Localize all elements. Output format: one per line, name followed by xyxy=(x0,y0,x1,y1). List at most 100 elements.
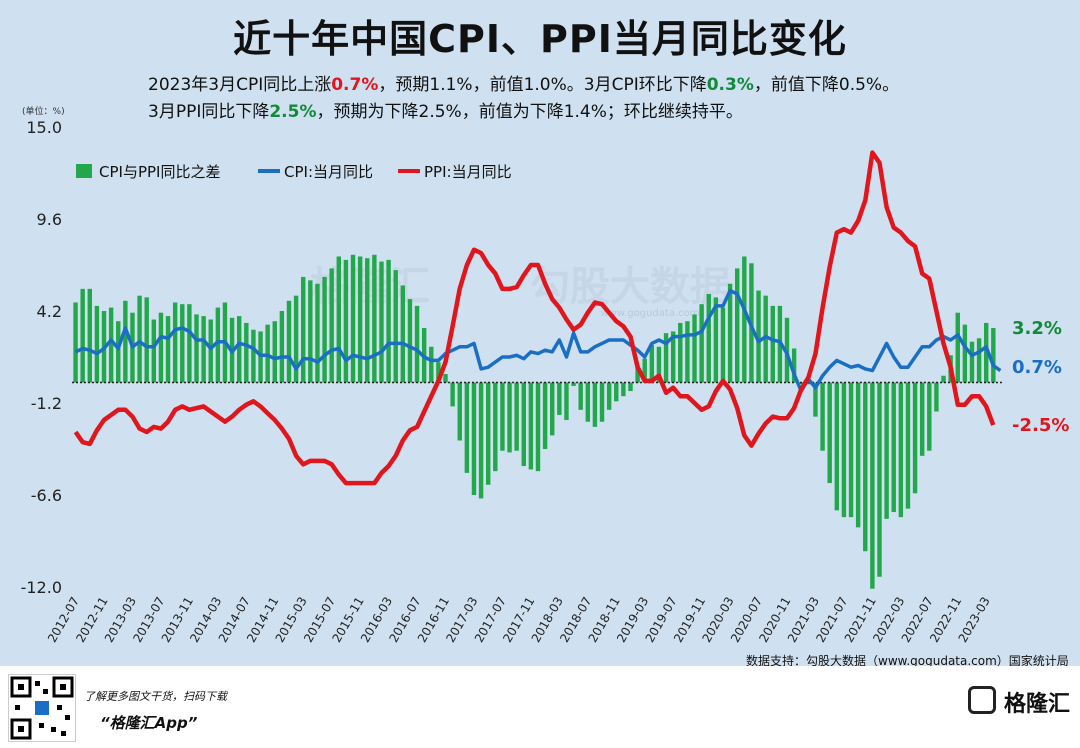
diff-bar xyxy=(870,382,875,589)
diff-bar xyxy=(991,328,996,383)
subtitle-cpi-text-c: ，预期1.1%，前值1.0%。3月CPI环比下降 xyxy=(378,75,707,95)
legend-bar-swatch xyxy=(76,164,92,178)
cpi-line xyxy=(74,288,1002,393)
diff-bar xyxy=(379,261,384,383)
diff-bar xyxy=(848,382,854,518)
diff-bar xyxy=(599,382,605,422)
diff-bar xyxy=(471,382,477,495)
diff-bar xyxy=(606,382,612,410)
diff-bar xyxy=(955,312,960,383)
diff-bar xyxy=(535,382,541,472)
diff-bar xyxy=(507,382,512,453)
y-unit-label: (单位：%) xyxy=(22,105,65,117)
diff-bar xyxy=(763,295,768,383)
diff-bar xyxy=(514,382,519,451)
subtitle-cpi-mom-value: 0.3% xyxy=(706,75,754,95)
diff-bar xyxy=(293,295,299,383)
diff-bar xyxy=(542,382,548,449)
watermark-gogu: 勾股大数据 xyxy=(530,264,730,310)
brand-logo-icon xyxy=(968,686,996,714)
diff-bar xyxy=(308,280,313,383)
diff-bar xyxy=(841,382,847,518)
subtitle-cpi-text-a: 2023年3月CPI同比上涨 xyxy=(148,75,332,95)
diff-bar xyxy=(578,382,583,410)
diff-bar xyxy=(898,382,904,518)
diff-bar xyxy=(400,285,406,383)
diff-bar xyxy=(713,297,719,383)
diff-bar xyxy=(621,382,626,397)
diff-bar xyxy=(493,382,498,472)
legend-ppi-label: PPI:当月同比 xyxy=(424,163,512,181)
diff-bar xyxy=(784,317,790,383)
diff-bar xyxy=(834,382,840,511)
diff-bar xyxy=(521,382,526,467)
diff-bar xyxy=(756,290,761,383)
diff-bar xyxy=(663,333,669,383)
diff-bar xyxy=(727,283,733,383)
diff-bar xyxy=(158,312,164,383)
diff-bar xyxy=(343,259,349,383)
diff-bar xyxy=(919,382,925,456)
chart-title: 近十年中国CPI、PPI当月同比变化 xyxy=(233,17,847,61)
diff-bar xyxy=(884,382,889,519)
diff-bar xyxy=(806,382,811,385)
diff-bar xyxy=(244,322,249,383)
diff-bar xyxy=(208,319,213,383)
diff-bar xyxy=(670,331,676,383)
y-tick-label: 15.0 xyxy=(26,118,62,137)
data-source-note: 数据支持：勾股大数据（www.gogudata.com）国家统计局 xyxy=(746,654,1069,668)
diff-bar xyxy=(151,319,157,383)
diff-bar xyxy=(628,382,633,392)
diff-bar xyxy=(685,321,690,383)
diff-bar xyxy=(350,254,356,383)
diff-bar xyxy=(656,346,662,383)
diff-bar xyxy=(820,382,825,451)
diff-bar xyxy=(478,382,484,499)
diff-bar xyxy=(571,382,576,386)
diff-bar xyxy=(770,305,775,383)
diff-bar xyxy=(863,382,868,552)
diff-bar xyxy=(934,382,939,412)
diff-bar xyxy=(429,346,434,383)
diff-bar xyxy=(585,382,591,422)
diff-bar xyxy=(692,314,697,383)
subtitle-ppi: 3月PPI同比下降2.5%，预期为下降2.5%，前值为下降1.4%；环比继续持平… xyxy=(148,97,743,122)
diff-bar xyxy=(905,382,911,509)
diff-bar xyxy=(720,307,726,383)
diff-bar xyxy=(642,358,647,383)
diff-bar xyxy=(315,283,320,383)
subtitle-cpi: 2023年3月CPI同比上涨0.7%，预期1.1%，前值1.0%。3月CPI环比… xyxy=(148,70,899,95)
subtitle-ppi-text-c: ，预期为下降2.5%，前值为下降1.4%；环比继续持平。 xyxy=(316,102,743,122)
y-tick-label: 4.2 xyxy=(37,302,62,321)
diff-bar xyxy=(301,276,306,383)
diff-bar xyxy=(251,329,256,383)
y-tick-label: 9.6 xyxy=(37,210,62,229)
diff-bar xyxy=(144,297,149,383)
diff-bar xyxy=(464,382,470,473)
diff-bar xyxy=(73,302,78,383)
legend-diff-label: CPI与PPI同比之差 xyxy=(99,163,220,181)
diff-bar xyxy=(215,307,221,383)
diff-bar xyxy=(550,382,555,436)
diff-bar xyxy=(557,382,562,415)
footer-band xyxy=(0,666,1080,748)
diff-bar xyxy=(272,321,277,383)
diff-bar xyxy=(457,382,462,441)
watermark-url: www.gogudata.com xyxy=(600,308,699,319)
diff-bar xyxy=(877,382,882,577)
diff-bar xyxy=(357,256,363,383)
diff-bar xyxy=(172,302,178,383)
diff-bar xyxy=(450,382,455,407)
diff-bar xyxy=(286,300,292,383)
promo-text: 了解更多图文干货，扫码下载 xyxy=(84,690,227,703)
diff-bar xyxy=(649,345,655,383)
subtitle-ppi-text-a: 3月PPI同比下降 xyxy=(148,102,270,122)
diff-bar xyxy=(699,304,704,383)
diff-bar xyxy=(165,316,171,383)
diff-bar xyxy=(137,295,142,383)
diff-bar xyxy=(414,305,420,383)
diff-bar xyxy=(365,258,370,383)
diff-bar xyxy=(236,316,242,383)
diff-bar xyxy=(87,288,92,383)
diff-bar xyxy=(592,382,598,427)
